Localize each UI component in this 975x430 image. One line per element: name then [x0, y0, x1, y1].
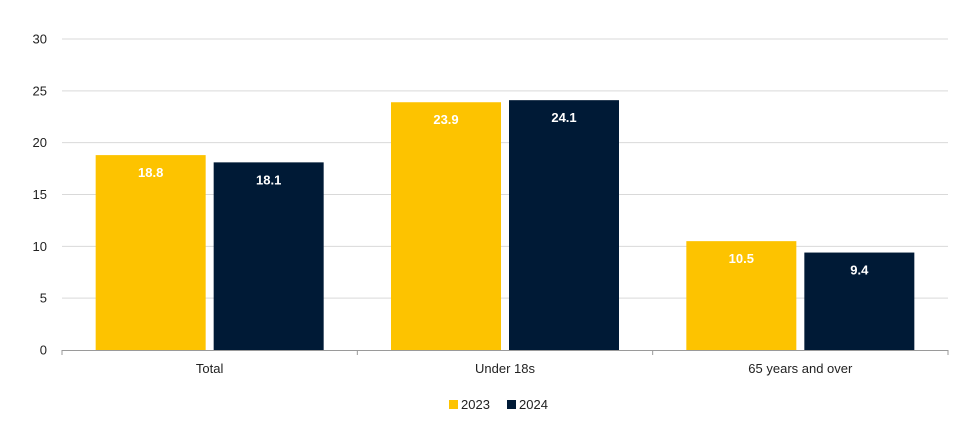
bars: [95, 100, 915, 350]
bar-2024-0: [213, 162, 324, 350]
category-label: 65 years and over: [748, 361, 853, 376]
y-tick-label: 0: [40, 343, 47, 358]
bar-2023-0: [95, 155, 206, 350]
data-labels: 18.8 18.1 23.9 24.1 10.5 9.4: [138, 110, 869, 277]
category-label: Total: [196, 361, 224, 376]
y-tick-label: 5: [40, 291, 47, 306]
x-axis: [61, 350, 949, 355]
y-tick-label: 25: [33, 83, 47, 98]
legend-label: 2023: [461, 397, 490, 412]
y-tick-label: 30: [33, 32, 47, 47]
bar-2024-2: [804, 252, 915, 350]
y-tick-label: 15: [33, 187, 47, 202]
legend: 2023 2024: [449, 397, 548, 412]
data-label: 10.5: [729, 251, 754, 266]
legend-label: 2024: [519, 397, 548, 412]
bar-2023-2: [686, 241, 797, 350]
legend-swatch-2023: [449, 400, 458, 409]
bar-2023-1: [391, 102, 501, 350]
y-tick-label: 10: [33, 239, 47, 254]
data-label: 23.9: [433, 112, 458, 127]
data-label: 18.1: [256, 172, 281, 187]
category-label: Under 18s: [475, 361, 535, 376]
data-label: 18.8: [138, 165, 163, 180]
y-tick-label: 20: [33, 135, 47, 150]
y-axis-ticks: 0 5 10 15 20 25 30: [33, 32, 47, 358]
gridlines: [62, 38, 948, 299]
category-labels: Total Under 18s 65 years and over: [196, 361, 853, 376]
bar-2024-1: [509, 100, 619, 350]
data-label: 9.4: [850, 263, 869, 278]
legend-swatch-2024: [507, 400, 516, 409]
data-label: 24.1: [551, 110, 576, 125]
